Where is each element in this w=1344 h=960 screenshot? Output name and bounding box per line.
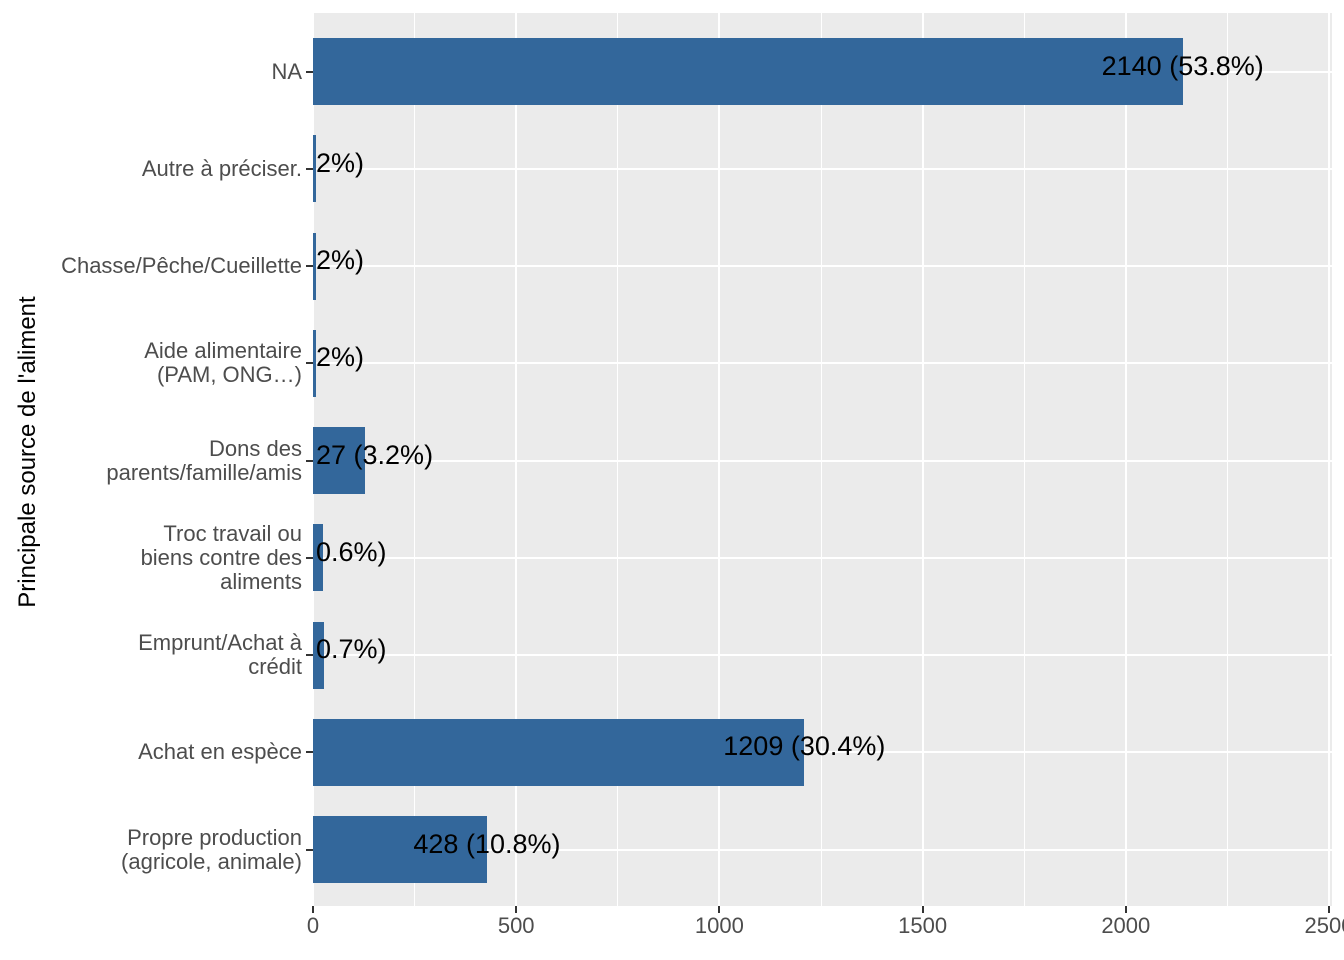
x-tick-label: 500 [497, 913, 535, 938]
x-tick-mark [921, 906, 924, 913]
major-gridline-horizontal [313, 654, 1332, 656]
bar [313, 329, 316, 397]
y-tick-label: Chasse/Pêche/Cueillette [61, 253, 302, 278]
major-gridline-horizontal [313, 751, 1332, 754]
bar-value-label: 428 (10.8%) [413, 828, 561, 859]
y-tick-mark [306, 265, 313, 267]
bar-value-label: 27 (3.2%) [316, 439, 434, 470]
bar [313, 38, 1183, 105]
bar [313, 232, 317, 300]
bar [313, 621, 325, 689]
y-tick-label: Emprunt/Achat à crédit [138, 630, 302, 679]
bar-value-label: 0.6%) [316, 536, 387, 567]
y-tick-label: Troc travail ou biens contre des aliments [140, 520, 302, 594]
x-tick-label: 1000 [694, 913, 744, 938]
y-tick-mark [306, 848, 313, 851]
x-tick-mark [1124, 906, 1127, 913]
bar-value-label: 2%) [316, 147, 365, 178]
y-axis-title: Principale source de l'aliment [14, 296, 41, 608]
y-tick-mark [306, 459, 313, 462]
major-gridline-horizontal [313, 265, 1332, 267]
x-tick-label: 1500 [898, 913, 948, 938]
x-tick-label: 2500 [1304, 913, 1344, 938]
x-tick-mark [718, 906, 721, 913]
bar-value-label: 2%) [316, 342, 365, 373]
bar [313, 816, 487, 883]
y-tick-label: Aide alimentaire (PAM, ONG…) [144, 338, 302, 388]
x-tick-mark [1328, 906, 1330, 913]
y-tick-mark [306, 167, 313, 170]
bar [313, 718, 805, 786]
y-tick-mark [306, 70, 313, 73]
y-tick-label: NA [271, 58, 302, 84]
bar-value-label: 0.7%) [316, 634, 387, 664]
plot-panel: 2140 (53.8%) 2%) 2%) 2%) 27 (3.2%) 0.6%) 0.7%)… [313, 13, 1332, 906]
y-tick-mark [306, 556, 313, 559]
bar-value-label: 2140 (53.8%) [1101, 50, 1264, 81]
x-tick-mark [312, 906, 314, 913]
bar-value-label: 1209 (30.4%) [723, 731, 886, 762]
major-gridline-horizontal [313, 167, 1332, 170]
y-tick-mark [306, 362, 313, 365]
y-tick-mark [306, 751, 313, 754]
x-tick-label: 0 [306, 913, 320, 938]
bar [313, 427, 365, 494]
y-tick-mark [306, 654, 313, 656]
x-tick-label: 2000 [1101, 913, 1151, 938]
y-tick-label: Propre production (agricole, animale) [121, 824, 302, 874]
y-tick-label: Achat en espèce [138, 739, 302, 765]
bar-value-label: 2%) [316, 245, 365, 275]
bar [313, 135, 317, 203]
y-tick-label: Dons des parents/famille/amis [106, 435, 302, 485]
y-tick-label: Autre à préciser. [141, 155, 302, 181]
bar [313, 524, 323, 592]
major-gridline-horizontal [313, 848, 1332, 851]
major-gridline-horizontal [313, 556, 1332, 559]
major-gridline-horizontal [313, 459, 1332, 462]
major-gridline-horizontal [313, 362, 1332, 365]
x-tick-mark [515, 906, 518, 913]
